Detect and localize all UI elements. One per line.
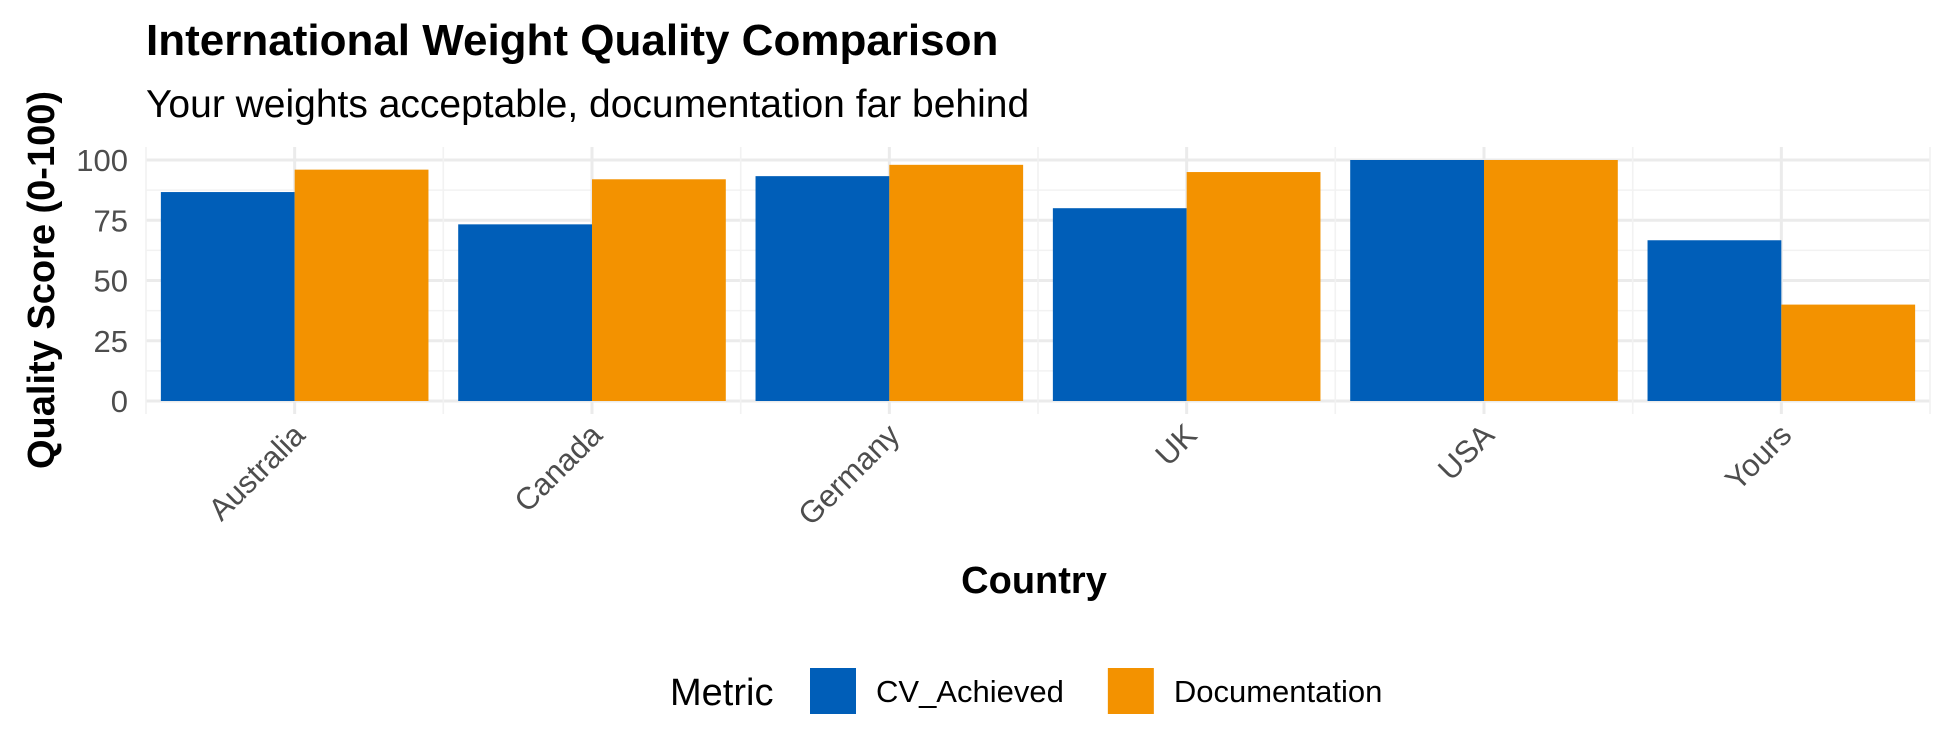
bar-cv-achieved-canada (458, 224, 592, 401)
y-axis-title: Quality Score (0-100) (21, 91, 63, 469)
x-tick-label: Yours (1718, 417, 1798, 497)
bar-documentation-yours (1781, 304, 1916, 401)
y-axis-ticks: 0 25 50 75 100 (76, 143, 128, 419)
bar-documentation-australia (294, 169, 429, 401)
x-tick-label: USA (1431, 417, 1501, 487)
y-tick-label: 50 (94, 264, 128, 299)
y-tick-label: 25 (94, 324, 128, 359)
x-tick-label: Australia (202, 417, 313, 528)
x-tick-label: Canada (507, 417, 609, 519)
x-tick-label: Germany (791, 417, 906, 532)
legend-title: Metric (670, 672, 773, 714)
bar-cv-achieved-australia (160, 192, 295, 401)
y-tick-label: 0 (111, 384, 128, 419)
bar-cv-achieved-germany (755, 176, 890, 401)
chart-title: International Weight Quality Comparison (146, 16, 998, 65)
y-tick-label: 100 (76, 143, 128, 178)
x-axis-ticks: Australia Canada Germany UK USA Yours (202, 417, 1799, 532)
bar-cv-achieved-uk (1052, 208, 1187, 401)
legend-key (1107, 668, 1154, 714)
bar-cv-achieved-yours (1647, 240, 1782, 401)
bar-documentation-germany (889, 164, 1024, 401)
bar-documentation-uk (1186, 172, 1321, 401)
legend-label: Documentation (1174, 674, 1383, 709)
legend-label: CV_Achieved (876, 674, 1064, 709)
bar-cv-achieved-usa (1350, 160, 1484, 401)
y-tick-label: 75 (94, 203, 128, 238)
x-tick-label: UK (1148, 417, 1203, 472)
bars (160, 160, 1916, 401)
x-axis-title: Country (961, 560, 1107, 602)
chart-subtitle: Your weights acceptable, documentation f… (146, 83, 1029, 126)
legend: Metric CV_Achieved Documentation (670, 668, 1382, 714)
bar-documentation-usa (1484, 160, 1618, 401)
legend-key (810, 668, 856, 714)
bar-documentation-canada (592, 179, 726, 401)
